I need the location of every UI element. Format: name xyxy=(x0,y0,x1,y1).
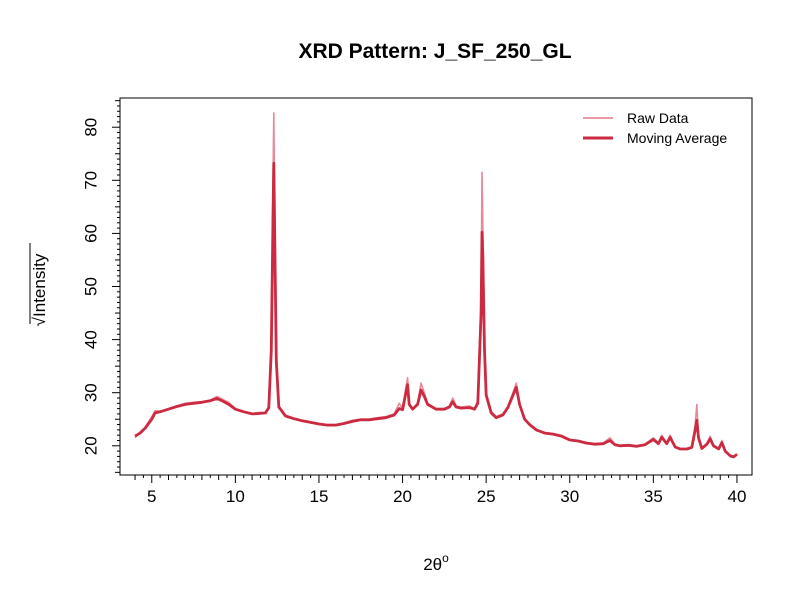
y-axis: 20 30 40 50 60 70 80 xyxy=(81,100,120,473)
x-tick-label: 25 xyxy=(477,487,496,506)
chart-title: XRD Pattern: J_SF_250_GL xyxy=(298,40,571,63)
sqrt-symbol: √ xyxy=(30,316,49,326)
x-tick-label: 10 xyxy=(226,487,245,506)
legend: Raw Data Moving Average xyxy=(583,110,727,146)
x-axis-label: 2θo xyxy=(423,551,449,574)
x-axis: 5 10 15 20 25 30 35 40 xyxy=(134,475,746,506)
x-tick-label: 15 xyxy=(310,487,329,506)
raw-data-line xyxy=(134,112,738,459)
y-tick-label: 70 xyxy=(81,171,100,190)
svg-text:√Intensity: √Intensity xyxy=(30,253,49,326)
y-axis-label: √Intensity xyxy=(29,243,49,326)
y-tick-label: 60 xyxy=(81,224,100,243)
y-tick-label: 50 xyxy=(81,277,100,296)
series-layer xyxy=(134,112,738,459)
y-tick-label: 20 xyxy=(81,436,100,455)
x-tick-label: 5 xyxy=(147,487,156,506)
x-tick-label: 40 xyxy=(727,487,746,506)
plot-frame xyxy=(119,97,753,476)
x-tick-label: 35 xyxy=(644,487,663,506)
moving-average-line xyxy=(134,161,738,459)
legend-entry: Raw Data xyxy=(627,110,689,126)
legend-entry: Moving Average xyxy=(627,130,727,146)
x-tick-label: 30 xyxy=(560,487,579,506)
y-tick-label: 30 xyxy=(81,383,100,402)
x-tick-label: 20 xyxy=(393,487,412,506)
y-tick-label: 40 xyxy=(81,330,100,349)
y-tick-label: 80 xyxy=(81,118,100,137)
